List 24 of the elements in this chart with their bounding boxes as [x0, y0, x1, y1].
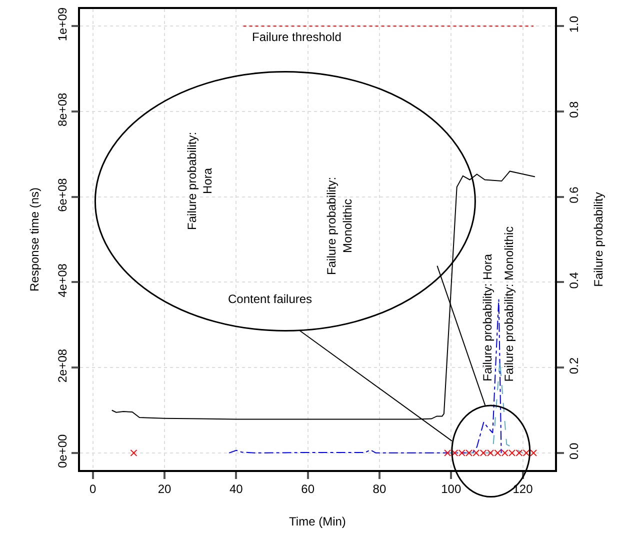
- x-tick-label: 40: [230, 482, 244, 496]
- y-axis-title: Response time (ns): [27, 187, 42, 292]
- x-tick-label: 80: [372, 482, 386, 496]
- y2-tick-label: 0.0: [567, 442, 582, 460]
- x-tick-label: 0: [90, 482, 97, 496]
- y2-axis-title: Failure probability: [592, 192, 606, 287]
- y2-tick-label: 0.2: [567, 357, 582, 374]
- x-tick-label: 100: [441, 482, 462, 496]
- y2-tick-label: 1.0: [567, 16, 582, 33]
- annotation: Failure probability: Monolithic: [502, 226, 516, 382]
- y-tick-label: 2e+08: [55, 348, 70, 383]
- y-tick-label: 4e+08: [55, 263, 70, 298]
- x-tick-label: 20: [158, 482, 172, 496]
- y-tick-label: 6e+08: [55, 178, 70, 212]
- x-tick-label: 60: [301, 482, 315, 496]
- y-tick-label: 0e+00: [55, 434, 70, 468]
- x-axis-title: Time (Min): [289, 514, 346, 529]
- x-tick-label: 120: [512, 482, 534, 496]
- y-tick-label: 1e+09: [55, 7, 70, 42]
- y-tick-label: 8e+08: [55, 92, 70, 126]
- y2-tick-label: 0.4: [567, 272, 582, 289]
- y2-tick-label: 0.6: [567, 186, 582, 204]
- y2-tick-label: 0.8: [567, 100, 582, 118]
- annotation: Failure threshold: [252, 30, 342, 44]
